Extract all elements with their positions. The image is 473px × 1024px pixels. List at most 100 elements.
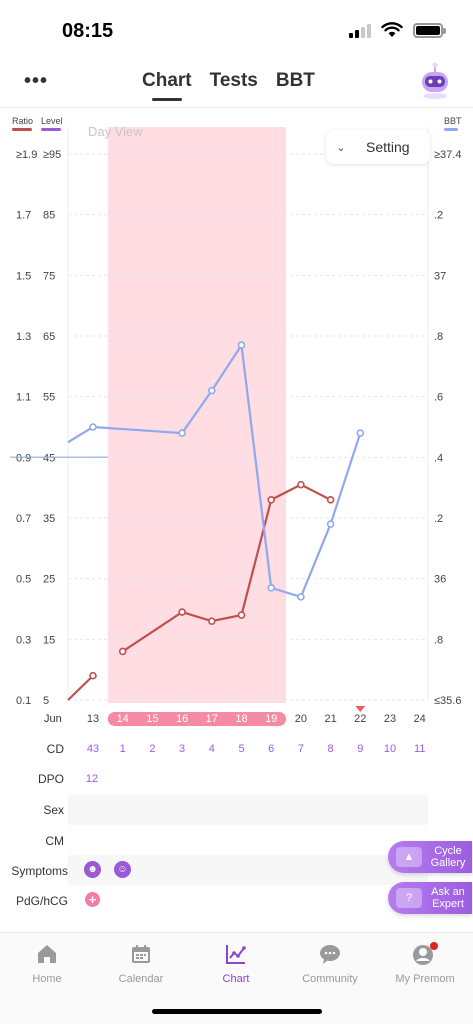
day-tick-label: 19 (265, 713, 277, 725)
bbt-tick-label: ≤35.6 (434, 695, 461, 707)
cd-value: 3 (179, 743, 186, 755)
symptom-person-icon[interactable]: ☻ (84, 861, 101, 878)
bbt-tick-label: 37 (434, 270, 446, 282)
ratio-tick-label: 1.3 (16, 331, 31, 343)
nav-calendar-label: Calendar (118, 973, 164, 985)
chart-icon (226, 945, 246, 964)
day-view-label: Day View (88, 124, 143, 139)
day-tick-label: 14 (117, 713, 129, 725)
cd-value: 6 (268, 743, 275, 755)
robot-assistant-icon[interactable] (415, 60, 455, 100)
wifi-icon (381, 22, 403, 37)
month-label: Jun (44, 713, 62, 725)
ratio-point (237, 611, 246, 619)
status-icons (349, 22, 446, 38)
ask-expert-button[interactable]: ? Ask an Expert (388, 882, 472, 914)
cm-row-label: CM (45, 834, 64, 848)
cycle-gallery-line2: Gallery (430, 857, 466, 869)
cd-value: 11 (413, 743, 426, 755)
fertile-window-band (107, 127, 287, 703)
tab-bbt[interactable]: BBT (275, 70, 315, 91)
ratio-tick-label: 0.3 (16, 634, 31, 646)
day-tick-label: 13 (87, 713, 99, 725)
bbt-tick-label: .8 (434, 634, 443, 646)
ratio-legend-label: Ratio (12, 116, 34, 126)
nav-my-premom-label: My Premom (395, 973, 455, 985)
ratio-tick-label: 0.1 (16, 695, 31, 707)
nav-chart[interactable]: Chart (189, 941, 283, 985)
day-tick-label: 15 (146, 713, 158, 725)
nav-home[interactable]: Home (0, 941, 94, 985)
nav-calendar[interactable]: Calendar (94, 941, 188, 985)
cd-value: 2 (149, 743, 156, 755)
bbt-point (237, 341, 246, 349)
bbt-legend-label: BBT (444, 116, 462, 126)
cd-value: 9 (357, 743, 364, 755)
cd-value: 5 (238, 743, 245, 755)
level-legend-label: Level (41, 116, 63, 126)
level-tick-label: 85 (43, 210, 55, 222)
tab-chart[interactable]: Chart (142, 70, 192, 101)
cycle-gallery-button[interactable]: ▲ Cycle Gallery (388, 841, 472, 873)
symptom-head-icon[interactable]: ☺ (114, 861, 131, 878)
nav-home-label: Home (32, 973, 62, 985)
bbt-tick-label: .6 (434, 392, 443, 404)
dpo-row-band (68, 764, 428, 794)
setting-button[interactable]: ⌄ Setting (326, 130, 430, 164)
ratio-series-line (67, 674, 94, 701)
dpo-value[interactable]: 12 (85, 773, 99, 785)
day-tick-label: 16 (176, 713, 188, 725)
bbt-tick-label: 36 (434, 574, 446, 586)
ratio-tick-label: 0.7 (16, 513, 31, 525)
symptoms-row-label: Symptoms (11, 864, 68, 878)
bbt-point (326, 520, 335, 528)
bbt-tick-label: .2 (434, 513, 443, 525)
level-tick-label: ≥95 (43, 149, 61, 161)
cycle-gallery-line1: Cycle (434, 845, 462, 857)
profile-avatar-icon (413, 942, 438, 965)
nav-community-label: Community (302, 973, 358, 985)
day-tick-label: 18 (235, 713, 247, 725)
level-tick-label: 15 (43, 634, 55, 646)
level-tick-label: 35 (43, 513, 55, 525)
bbt-tick-label: ≥37.4 (434, 149, 461, 161)
app-header: ••• Chart Tests BBT (0, 56, 473, 108)
ratio-tick-label: 0.5 (16, 574, 31, 586)
ask-expert-line1: Ask an (431, 886, 465, 898)
bbt-point (208, 386, 216, 395)
day-tick-label: 23 (384, 713, 396, 725)
bbt-legend-swatch (444, 128, 458, 131)
level-tick-label: 75 (43, 270, 55, 282)
nav-my-premom[interactable]: My Premom (378, 941, 472, 985)
sex-row-band[interactable] (68, 795, 428, 825)
level-tick-label: 55 (43, 392, 55, 404)
ratio-tick-label: 1.1 (16, 392, 31, 404)
cd-row-label: CD (46, 742, 64, 756)
chevron-down-icon: ⌄ (336, 141, 346, 154)
more-options-icon[interactable]: ••• (24, 70, 49, 92)
add-pdg-icon[interactable]: + (85, 892, 100, 907)
level-legend: Level (41, 116, 63, 131)
ratio-point (89, 671, 97, 680)
level-tick-label: 5 (43, 695, 49, 707)
bottom-navigation: Home Calendar Chart Community My Premom (0, 932, 473, 1024)
notification-dot (430, 942, 438, 950)
nav-community[interactable]: Community (283, 941, 377, 985)
cd-value: 8 (327, 743, 334, 755)
ratio-tick-label: ≥1.9 (16, 149, 37, 161)
ratio-point (326, 495, 335, 504)
day-tick-label: 20 (295, 713, 307, 725)
bbt-tick-label: .8 (434, 331, 443, 343)
bbt-point (89, 423, 97, 431)
tab-tests[interactable]: Tests (209, 70, 258, 91)
community-icon (320, 945, 340, 964)
ratio-tick-label: 1.7 (16, 210, 31, 222)
ask-expert-line2: Expert (432, 898, 464, 910)
pdg-row-label: PdG/hCG (15, 894, 68, 908)
bbt-tick-label: .4 (434, 452, 443, 464)
bbt-point (297, 593, 305, 601)
battery-icon (413, 22, 446, 38)
bbt-point (178, 429, 186, 437)
bbt-legend: BBT (444, 116, 462, 131)
cd-value: 4 (208, 743, 215, 755)
